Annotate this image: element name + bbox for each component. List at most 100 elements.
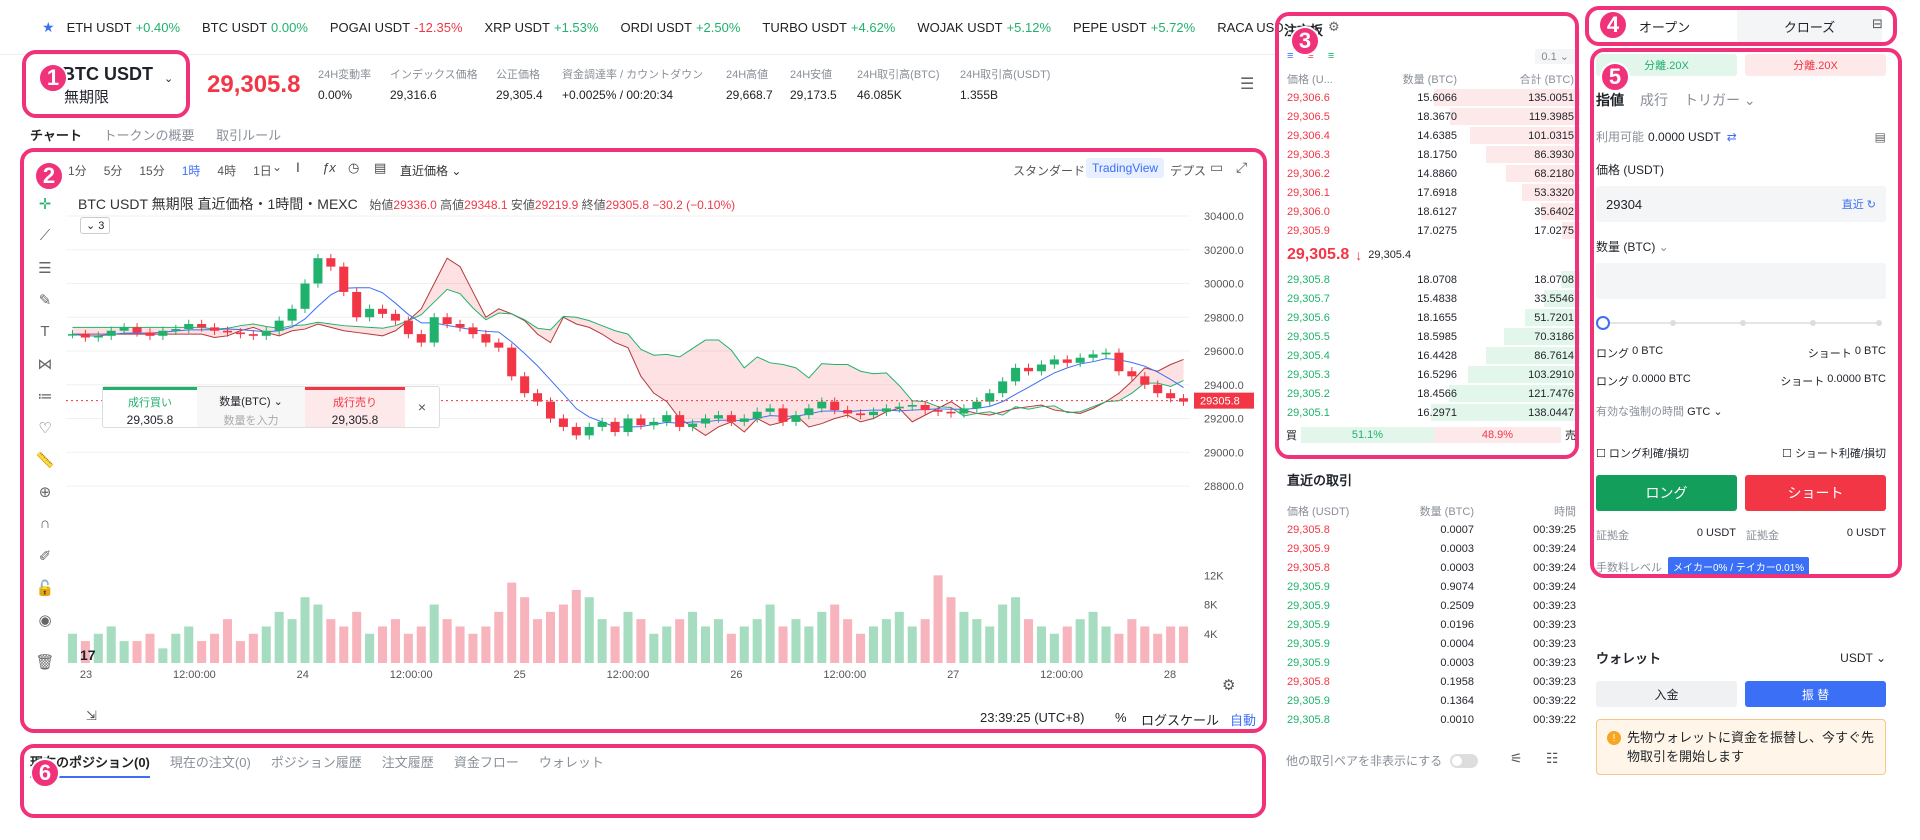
- interval-option[interactable]: 5分: [103, 164, 123, 178]
- tab-close[interactable]: クローズ: [1737, 10, 1882, 42]
- orderbook-row[interactable]: 29,305.6 18.1655 51.7201: [1282, 308, 1580, 327]
- ticker-item[interactable]: ORDI USDT +2.50%: [620, 20, 740, 35]
- long-tpsl-checkbox[interactable]: ☐ ロング利確/損切: [1596, 448, 1689, 460]
- short-tpsl-checkbox[interactable]: ☐ ショート利確/損切: [1782, 448, 1886, 460]
- bottom-tab[interactable]: 注文履歴: [381, 755, 434, 770]
- orderbook-row[interactable]: 29,305.7 15.4838 33.5546: [1282, 289, 1580, 308]
- fee-level-badge[interactable]: メイカー0% / テイカー0.01%: [1668, 557, 1810, 576]
- bottom-tab[interactable]: ウォレット: [538, 755, 604, 770]
- ticker-item[interactable]: BTC USDT 0.00%: [202, 20, 308, 35]
- ticker-item[interactable]: WOJAK USDT +5.12%: [917, 20, 1051, 35]
- pattern-icon[interactable]: ⋈: [37, 356, 53, 373]
- interval-option[interactable]: 15分: [139, 164, 165, 178]
- bottom-tab[interactable]: ポジション履歴: [270, 755, 362, 770]
- orderbook-row[interactable]: 29,306.4 14.6385 101.0315: [1282, 126, 1580, 145]
- interval-option[interactable]: 4時: [217, 164, 237, 178]
- ruler-icon[interactable]: 📏: [35, 452, 55, 469]
- tab-token-overview[interactable]: トークンの概要: [103, 128, 195, 143]
- layout-rows-icon[interactable]: ☷: [1546, 750, 1559, 766]
- trash-icon[interactable]: 🗑: [35, 654, 55, 671]
- log-scale-toggle[interactable]: ログスケール: [1141, 713, 1220, 728]
- margin-short-button[interactable]: 分離.20X: [1745, 54, 1886, 76]
- heart-icon[interactable]: ♡: [38, 420, 52, 437]
- interval-option[interactable]: 1分: [68, 164, 87, 178]
- orderbook-row[interactable]: 29,306.1 17.6918 53.3320: [1282, 183, 1580, 202]
- interval-option[interactable]: 1日: [253, 164, 272, 178]
- magnet-icon[interactable]: ∩: [39, 515, 51, 532]
- brush-icon[interactable]: ✎: [38, 292, 52, 309]
- layout-icon[interactable]: ▭: [1210, 159, 1224, 175]
- eye-icon[interactable]: ◉: [38, 612, 52, 629]
- order-type-limit[interactable]: 指値: [1596, 92, 1624, 108]
- ticker-item[interactable]: TURBO USDT +4.62%: [762, 20, 895, 35]
- horizontal-lines-icon[interactable]: ☰: [38, 260, 52, 277]
- chevron-down-icon[interactable]: ⌄: [272, 160, 283, 174]
- zoom-in-icon[interactable]: ⊕: [38, 484, 52, 501]
- symbol-selector[interactable]: BTC USDT 無期限 ⌄: [40, 58, 180, 108]
- long-button[interactable]: ロング: [1596, 475, 1737, 511]
- short-button[interactable]: ショート: [1745, 475, 1886, 511]
- lock-drawing-icon[interactable]: ✐: [38, 548, 52, 565]
- orderbook-row[interactable]: 29,305.9 17.0275 17.0275: [1282, 221, 1580, 240]
- ledger-icon[interactable]: ▤: [1874, 129, 1886, 144]
- lock-icon[interactable]: 🔓: [35, 580, 55, 597]
- qty-slider[interactable]: [1596, 313, 1886, 333]
- favorite-star-icon[interactable]: ★: [42, 18, 55, 35]
- orderbook-row[interactable]: 29,305.2 18.4566 121.7476: [1282, 384, 1580, 403]
- template-icon[interactable]: ▤: [374, 160, 387, 175]
- orderbook-row[interactable]: 29,306.0 18.6127 35.6402: [1282, 202, 1580, 221]
- price-chart[interactable]: 30400.0 30200.0 30000.0 29800.0 29600.0 29400…: [66, 188, 1256, 678]
- orderbook-row[interactable]: 29,306.6 15.6066 135.0051: [1282, 88, 1580, 107]
- ticker-item[interactable]: ETH USDT +0.40%: [67, 20, 180, 35]
- deposit-button[interactable]: 入金: [1596, 681, 1737, 707]
- alert-icon[interactable]: ◷: [348, 160, 360, 175]
- orderbook-step-select[interactable]: 0.1 ⌄: [1535, 48, 1575, 64]
- price-type-dropdown[interactable]: 直近価格 ⌄: [400, 164, 462, 178]
- percent-toggle[interactable]: %: [1115, 710, 1127, 725]
- bottom-tab[interactable]: 現在の注文(0): [169, 755, 251, 770]
- order-type-market[interactable]: 成行: [1640, 92, 1668, 108]
- bottom-tab[interactable]: 資金フロー: [453, 755, 519, 770]
- crosshair-icon[interactable]: ✛: [38, 196, 52, 213]
- trendline-icon[interactable]: ⟋: [39, 227, 51, 244]
- settings-icon[interactable]: ⚙: [1328, 19, 1340, 34]
- filter-icon[interactable]: ⚟: [1510, 750, 1523, 766]
- quick-qty[interactable]: 数量(BTC) ⌄ 数量を入力: [197, 387, 305, 427]
- order-type-trigger[interactable]: トリガー ⌄: [1684, 92, 1756, 108]
- orderbook-view-asks-icon[interactable]: ≡: [1307, 50, 1314, 62]
- view-tradingview[interactable]: TradingView: [1086, 158, 1165, 178]
- orderbook-row[interactable]: 29,305.8 18.0708 18.0708: [1282, 270, 1580, 289]
- fullscreen-icon[interactable]: ⤢: [1236, 159, 1248, 175]
- ticker-item[interactable]: RACA USD: [1217, 20, 1287, 35]
- close-icon[interactable]: ×: [417, 399, 427, 415]
- tab-chart[interactable]: チャート: [30, 128, 82, 143]
- view-standard[interactable]: スタンダード: [1013, 164, 1086, 178]
- text-icon[interactable]: T: [40, 323, 50, 340]
- orderbook-row[interactable]: 29,305.1 16.2971 138.0447: [1282, 403, 1580, 422]
- chart-settings-icon[interactable]: ⚙: [1222, 677, 1236, 694]
- margin-long-button[interactable]: 分離.20X: [1596, 54, 1737, 76]
- bottom-tab[interactable]: 現在のポジション(0): [30, 755, 150, 778]
- orderbook-row[interactable]: 29,305.4 16.4428 86.7614: [1282, 346, 1580, 365]
- orderbook-view-both-icon[interactable]: ≡: [1287, 50, 1294, 62]
- orderbook-row[interactable]: 29,306.3 18.1750 86.3930: [1282, 145, 1580, 164]
- orderbook-view-bids-icon[interactable]: ≡: [1327, 50, 1335, 62]
- qty-label[interactable]: 数量 (BTC) ⌄: [1596, 240, 1669, 254]
- calculator-icon[interactable]: ⊟: [1872, 16, 1883, 31]
- indicator-count[interactable]: ⌄ 3: [80, 217, 111, 234]
- ticker-item[interactable]: PEPE USDT +5.72%: [1073, 20, 1195, 35]
- ticker-item[interactable]: XRP USDT +1.53%: [485, 20, 599, 35]
- orderbook-row[interactable]: 29,305.3 16.5296 103.2910: [1282, 365, 1580, 384]
- auto-scale-toggle[interactable]: 自動: [1230, 713, 1257, 728]
- transfer-button[interactable]: 振 替: [1745, 681, 1886, 707]
- wallet-currency-select[interactable]: USDT ⌄: [1840, 650, 1886, 665]
- quick-sell-button[interactable]: 成行売り 29,305.8: [305, 387, 405, 427]
- hide-pairs-toggle[interactable]: 他の取引ペアを非表示にする: [1286, 752, 1479, 769]
- forecast-icon[interactable]: ≔: [37, 388, 53, 405]
- time-in-force[interactable]: 有効な強制の時間 GTC ⌄: [1596, 406, 1723, 418]
- adjust-icon[interactable]: ☰: [1240, 76, 1255, 93]
- orderbook-row[interactable]: 29,306.5 18.3670 119.3985: [1282, 107, 1580, 126]
- ticker-item[interactable]: POGAI USDT -12.35%: [330, 20, 463, 35]
- calendar-icon[interactable]: ⇲: [86, 708, 97, 723]
- tab-trading-rules[interactable]: 取引ルール: [216, 128, 282, 143]
